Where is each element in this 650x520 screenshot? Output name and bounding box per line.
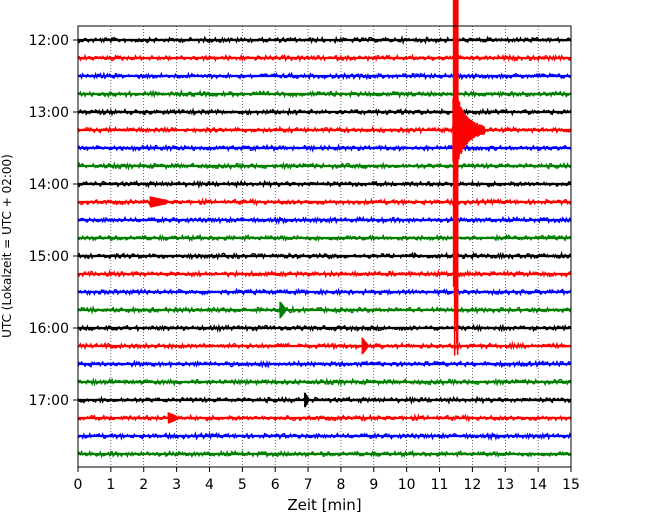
x-tick-label-9: 9	[369, 477, 378, 493]
x-tick-label-4: 4	[205, 477, 214, 493]
seismic-events	[149, 0, 486, 424]
event-burst-1715	[167, 412, 178, 424]
x-tick-label-0: 0	[74, 477, 83, 493]
plot-frame	[77, 25, 572, 468]
y-axis-ticks: 12:00 13:00 14:00 15:00 16:00 17:00	[29, 33, 78, 409]
event-burst-1415	[149, 196, 168, 208]
x-tick-label-1: 1	[106, 477, 115, 493]
x-tick-label-6: 6	[271, 477, 280, 493]
trace-row-1515	[77, 268, 572, 279]
y-tick-label-1700: 17:00	[29, 393, 69, 409]
event-spike-1700	[303, 392, 309, 408]
x-tick-label-3: 3	[172, 477, 181, 493]
y-tick-label-1500: 15:00	[29, 249, 69, 265]
event-spike-1545	[279, 301, 286, 319]
x-axis-label: Zeit [min]	[287, 496, 361, 514]
y-tick-label-1300: 13:00	[29, 105, 69, 121]
x-tick-label-8: 8	[336, 477, 345, 493]
x-tick-label-11: 11	[431, 477, 449, 493]
x-tick-label-12: 12	[463, 477, 481, 493]
event-spike-1615	[361, 337, 369, 355]
y-tick-label-1600: 16:00	[29, 321, 69, 337]
x-tick-label-10: 10	[398, 477, 416, 493]
x-axis-ticks: 0 1 2 3 4 5 6 7 8 9 10 11 12 13 14 15	[74, 467, 580, 493]
y-axis-label: UTC (Lokalzeit = UTC + 02:00)	[0, 154, 14, 338]
x-tick-label-2: 2	[139, 477, 148, 493]
seismogram-traces	[77, 34, 572, 459]
event-earthquake-1315	[451, 0, 486, 356]
x-tick-label-5: 5	[238, 477, 247, 493]
x-tick-label-13: 13	[496, 477, 514, 493]
y-tick-label-1200: 12:00	[29, 33, 69, 49]
x-tick-label-7: 7	[304, 477, 313, 493]
x-tick-label-15: 15	[562, 477, 580, 493]
x-tick-label-14: 14	[529, 477, 547, 493]
y-tick-label-1400: 14:00	[29, 177, 69, 193]
